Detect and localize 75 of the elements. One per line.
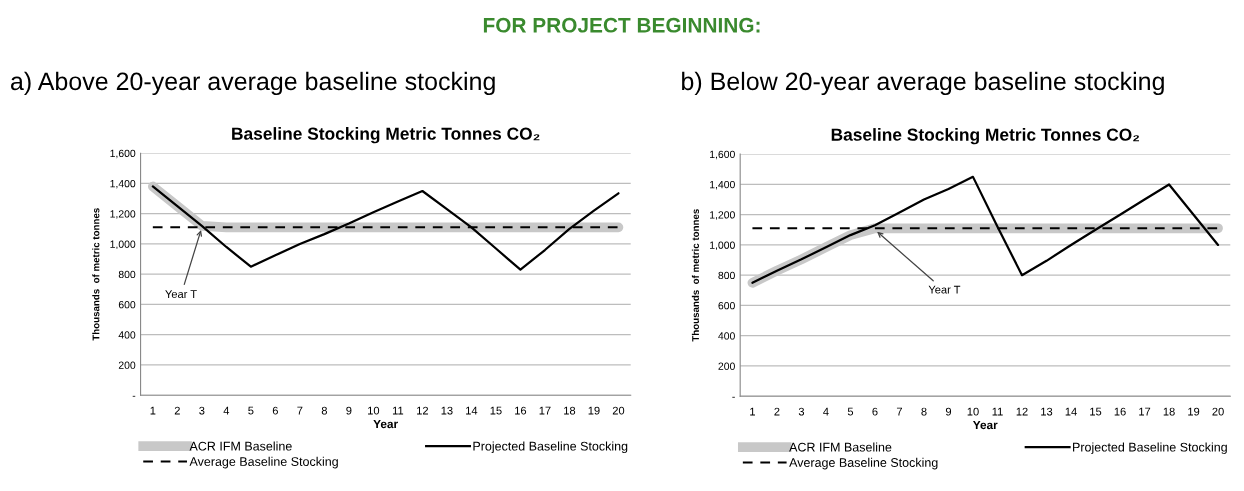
x-tick-label: 2	[174, 406, 180, 415]
x-tick-label: 10	[368, 406, 380, 415]
x-tick-label: 9	[945, 407, 952, 416]
x-tick-label: 11	[992, 407, 1003, 416]
x-tick-label: 1	[150, 406, 156, 415]
y-tick-label: 1,400	[110, 179, 136, 189]
annotation: Year T	[165, 290, 197, 298]
y-tick-label: 200	[118, 361, 136, 369]
x-axis-title: Year	[373, 419, 398, 429]
x-tick-label: 7	[297, 406, 303, 415]
x-tick-label: 19	[588, 406, 600, 415]
chart-title: b) Below 20-year average baseline stocking	[682, 71, 1164, 96]
x-tick-label: 1	[750, 407, 755, 416]
x-tick-label: 14	[466, 406, 478, 415]
x-tick-label: 14	[1065, 407, 1077, 416]
legend-label: Average Baseline Stocking	[789, 457, 938, 470]
x-tick-label: 6	[872, 407, 878, 416]
x-tick-label: 3	[798, 407, 805, 416]
x-tick-label: 15	[490, 406, 502, 415]
x-tick-label: 3	[199, 406, 205, 415]
y-tick-label: 1,600	[110, 149, 136, 159]
y-tick-label: 800	[718, 271, 735, 280]
y-tick-label: 1,400	[710, 180, 735, 190]
x-tick-label: 5	[847, 407, 854, 416]
y-axis-title: Thousands of metric tonnes	[92, 208, 100, 341]
x-tick-label: 15	[1090, 407, 1102, 416]
y-tick-label: 1,000	[110, 240, 136, 250]
y-tick-label: 1,200	[110, 210, 136, 219]
x-tick-label: 8	[921, 407, 927, 416]
x-tick-label: 16	[515, 406, 527, 415]
x-tick-label: 8	[321, 406, 327, 415]
legend-label: ACR IFM Baseline	[189, 441, 292, 451]
x-tick-label: 10	[967, 407, 979, 416]
annotation: Year T	[928, 285, 961, 294]
legend-label: Projected Baseline Stocking	[1073, 442, 1227, 455]
legend-label: ACR IFM Baseline	[789, 442, 892, 452]
x-tick-label: 2	[774, 407, 780, 416]
legend-label: Average Baseline Stocking	[189, 456, 338, 469]
y-tick-label: 800	[118, 270, 136, 279]
y-tick-label: 600	[118, 300, 136, 309]
chart-title: a) Above 20-year average baseline stocking	[11, 71, 495, 96]
y-tick-label: -	[132, 395, 136, 397]
y-axis-title: Thousands of metric tonnes	[691, 209, 699, 342]
chart-subtitle: Baseline Stocking Metric Tonnes CO₂	[232, 127, 540, 144]
x-axis-title: Year	[972, 420, 998, 430]
y-tick-label: 1,200	[710, 211, 735, 220]
x-tick-label: 16	[1114, 407, 1126, 416]
x-tick-label: 20	[1212, 407, 1224, 416]
x-tick-label: 17	[1139, 407, 1151, 416]
x-tick-label: 19	[1188, 407, 1200, 416]
x-tick-label: 13	[441, 406, 453, 415]
x-tick-label: 6	[272, 406, 278, 415]
y-tick-label: 400	[118, 331, 136, 339]
x-tick-label: 5	[248, 406, 254, 415]
y-tick-label: 1,600	[710, 150, 735, 160]
x-tick-label: 12	[1016, 407, 1028, 416]
x-tick-label: 4	[823, 407, 829, 416]
chart-subtitle: Baseline Stocking Metric Tonnes CO₂	[831, 128, 1140, 145]
x-tick-label: 17	[539, 406, 551, 415]
y-tick-label: 1,000	[710, 241, 735, 251]
y-tick-label: 400	[718, 332, 735, 340]
text: FOR PROJECT BEGINNING:	[483, 17, 760, 33]
x-tick-label: 13	[1041, 407, 1053, 416]
x-tick-label: 20	[612, 406, 625, 415]
x-tick-label: 7	[896, 407, 903, 416]
x-tick-label: 18	[1163, 407, 1175, 416]
x-tick-label: 9	[346, 406, 352, 415]
y-tick-label: -	[732, 396, 735, 398]
x-tick-label: 11	[392, 406, 404, 415]
y-tick-label: 200	[718, 362, 735, 370]
x-tick-label: 12	[417, 406, 429, 415]
x-tick-label: 18	[564, 406, 576, 415]
y-tick-label: 600	[718, 301, 735, 310]
legend-label: Projected Baseline Stocking	[473, 441, 628, 454]
x-tick-label: 4	[223, 406, 230, 415]
